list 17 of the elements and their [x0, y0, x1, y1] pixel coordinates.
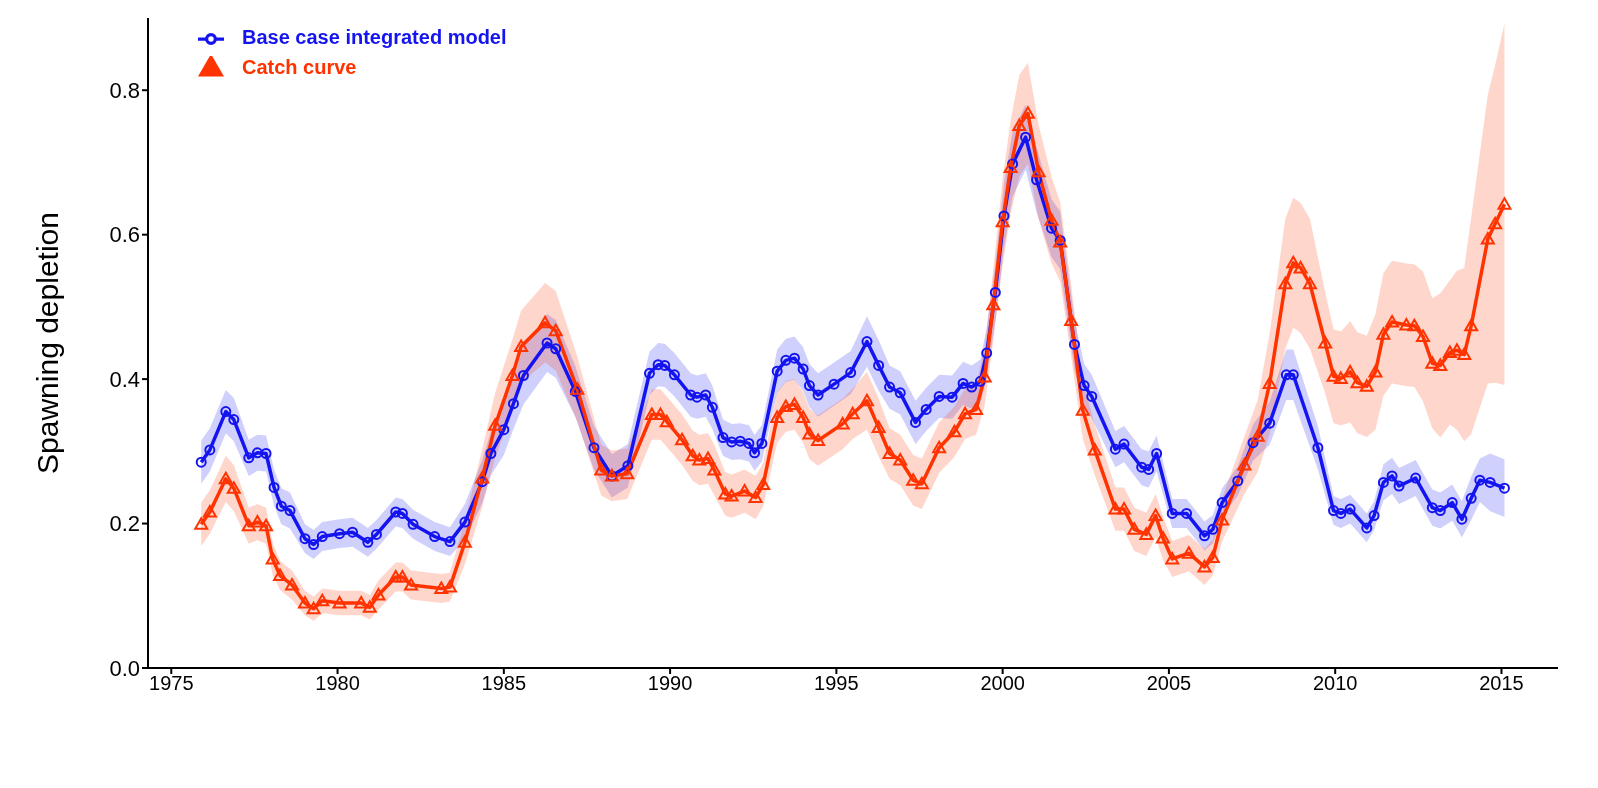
x-tick-label: 1985 — [481, 672, 527, 695]
x-tick-label: 2015 — [1479, 672, 1524, 695]
y-axis-title: Spawning depletion — [30, 212, 64, 474]
x-tick-label: 1990 — [647, 672, 693, 695]
y-tick-label: 0.0 — [109, 655, 140, 681]
x-tick-label: 1980 — [315, 672, 360, 695]
y-tick-label: 0.6 — [109, 222, 140, 248]
x-tick-label: 2000 — [980, 672, 1025, 695]
x-tick-label: 2010 — [1312, 672, 1358, 695]
x-tick-label: 2005 — [1146, 672, 1192, 695]
y-tick-label: 0.4 — [109, 366, 140, 392]
y-tick-label: 0.2 — [109, 511, 140, 537]
legend-label: Base case integrated model — [242, 26, 507, 48]
x-tick-label: 1995 — [814, 672, 859, 695]
legend-label: Catch curve — [242, 56, 357, 78]
x-tick-label: 1975 — [149, 672, 194, 695]
y-tick-label: 0.8 — [109, 78, 140, 104]
